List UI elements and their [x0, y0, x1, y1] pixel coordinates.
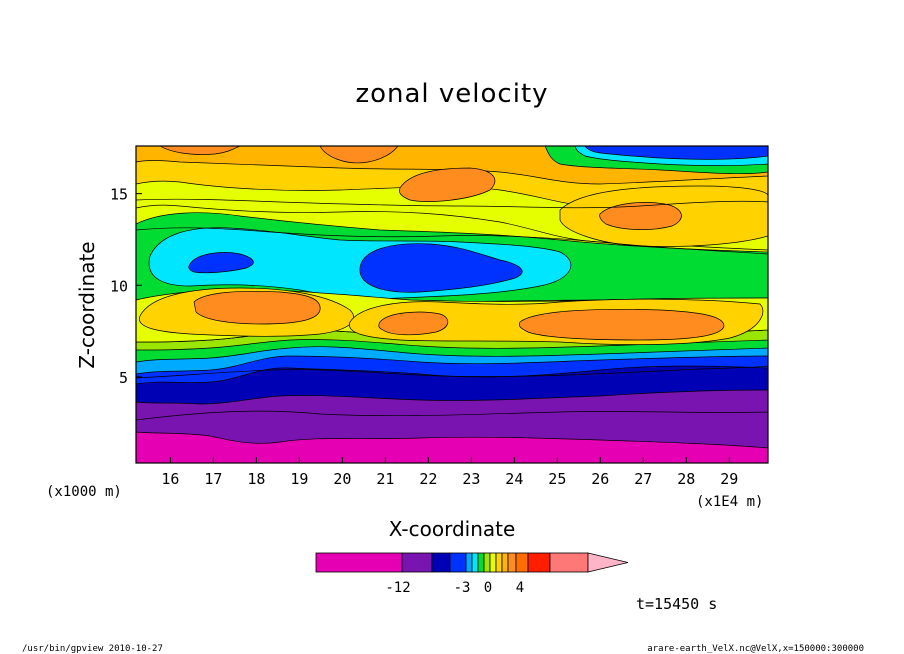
footer-right: arare-earth_VelX.nc@VelX,x=150000:300000	[647, 644, 864, 654]
colorbar-swatch	[495, 552, 503, 573]
x-tick-label: 20	[333, 470, 351, 488]
colorbar-swatch	[431, 552, 451, 573]
colorbar-swatch	[515, 552, 529, 573]
plot-frame	[135, 145, 769, 464]
blob-blue-20	[359, 243, 523, 293]
colorbar-swatch	[315, 552, 403, 573]
colorbar-swatch	[465, 552, 473, 573]
x-unit-note: (x1E4 m)	[696, 494, 763, 510]
colorbar-swatch	[477, 552, 485, 573]
blob-orange-18	[193, 290, 321, 325]
blob-orange-27	[599, 202, 682, 230]
colorbar-swatch	[501, 552, 509, 573]
band-top-blue	[584, 146, 768, 160]
x-tick-label: 17	[204, 470, 222, 488]
colorbar-arrow	[587, 552, 629, 573]
x-tick-label: 23	[462, 470, 480, 488]
y-axis-label: Z-coordinate	[75, 241, 99, 368]
band-upper-core2	[319, 146, 399, 164]
footer-left: /usr/bin/gpview 2010-10-27	[22, 644, 163, 654]
colorbar-swatch	[549, 552, 589, 573]
x-axis-label: X-coordinate	[389, 517, 516, 541]
y-axis: 5 10 15	[110, 186, 142, 387]
x-tick-label: 16	[161, 470, 179, 488]
x-tick-label: 28	[677, 470, 695, 488]
band-upper-core	[159, 146, 241, 155]
contour-lines	[136, 198, 768, 421]
colorbar-swatch	[489, 552, 497, 573]
x-tick-label: 21	[376, 470, 394, 488]
x-tick-label: 25	[548, 470, 566, 488]
chart-title: zonal velocity	[355, 79, 548, 109]
y-tick-label: 10	[110, 277, 128, 295]
blob-orange-22	[398, 167, 496, 202]
colorbar-label: -12	[385, 580, 410, 596]
time-label: t=15450 s	[636, 595, 717, 613]
y-tick-label: 5	[119, 369, 128, 387]
y-tick-label: 15	[110, 186, 128, 204]
x-tick-label: 19	[290, 470, 308, 488]
y-unit-note: (x1000 m)	[46, 484, 122, 500]
colorbar-swatch	[449, 552, 467, 573]
x-tick-label: 18	[247, 470, 265, 488]
x-tick-label: 24	[505, 470, 523, 488]
x-axis: 16 17 18 19 20 21 22 23 24 25 26 27 28 29	[161, 457, 738, 488]
x-tick-label: 22	[419, 470, 437, 488]
colorbar-swatch	[471, 552, 479, 573]
colorbar-swatch	[527, 552, 551, 573]
colorbar-label: -3	[454, 580, 471, 596]
colorbar-swatch	[483, 552, 491, 573]
colorbar-swatch	[507, 552, 517, 573]
x-tick-label: 27	[634, 470, 652, 488]
colorbar-label: 4	[516, 580, 524, 596]
x-tick-label: 26	[591, 470, 609, 488]
blob-blue-17	[188, 252, 254, 274]
plot-area	[136, 146, 768, 463]
colorbar-swatch	[401, 552, 433, 573]
blob-orange-21	[378, 311, 449, 336]
blob-orange-26	[518, 308, 725, 341]
colorbar-label: 0	[484, 580, 492, 596]
x-tick-label: 29	[720, 470, 738, 488]
colorbar: -12 -3 0 4	[315, 552, 629, 596]
